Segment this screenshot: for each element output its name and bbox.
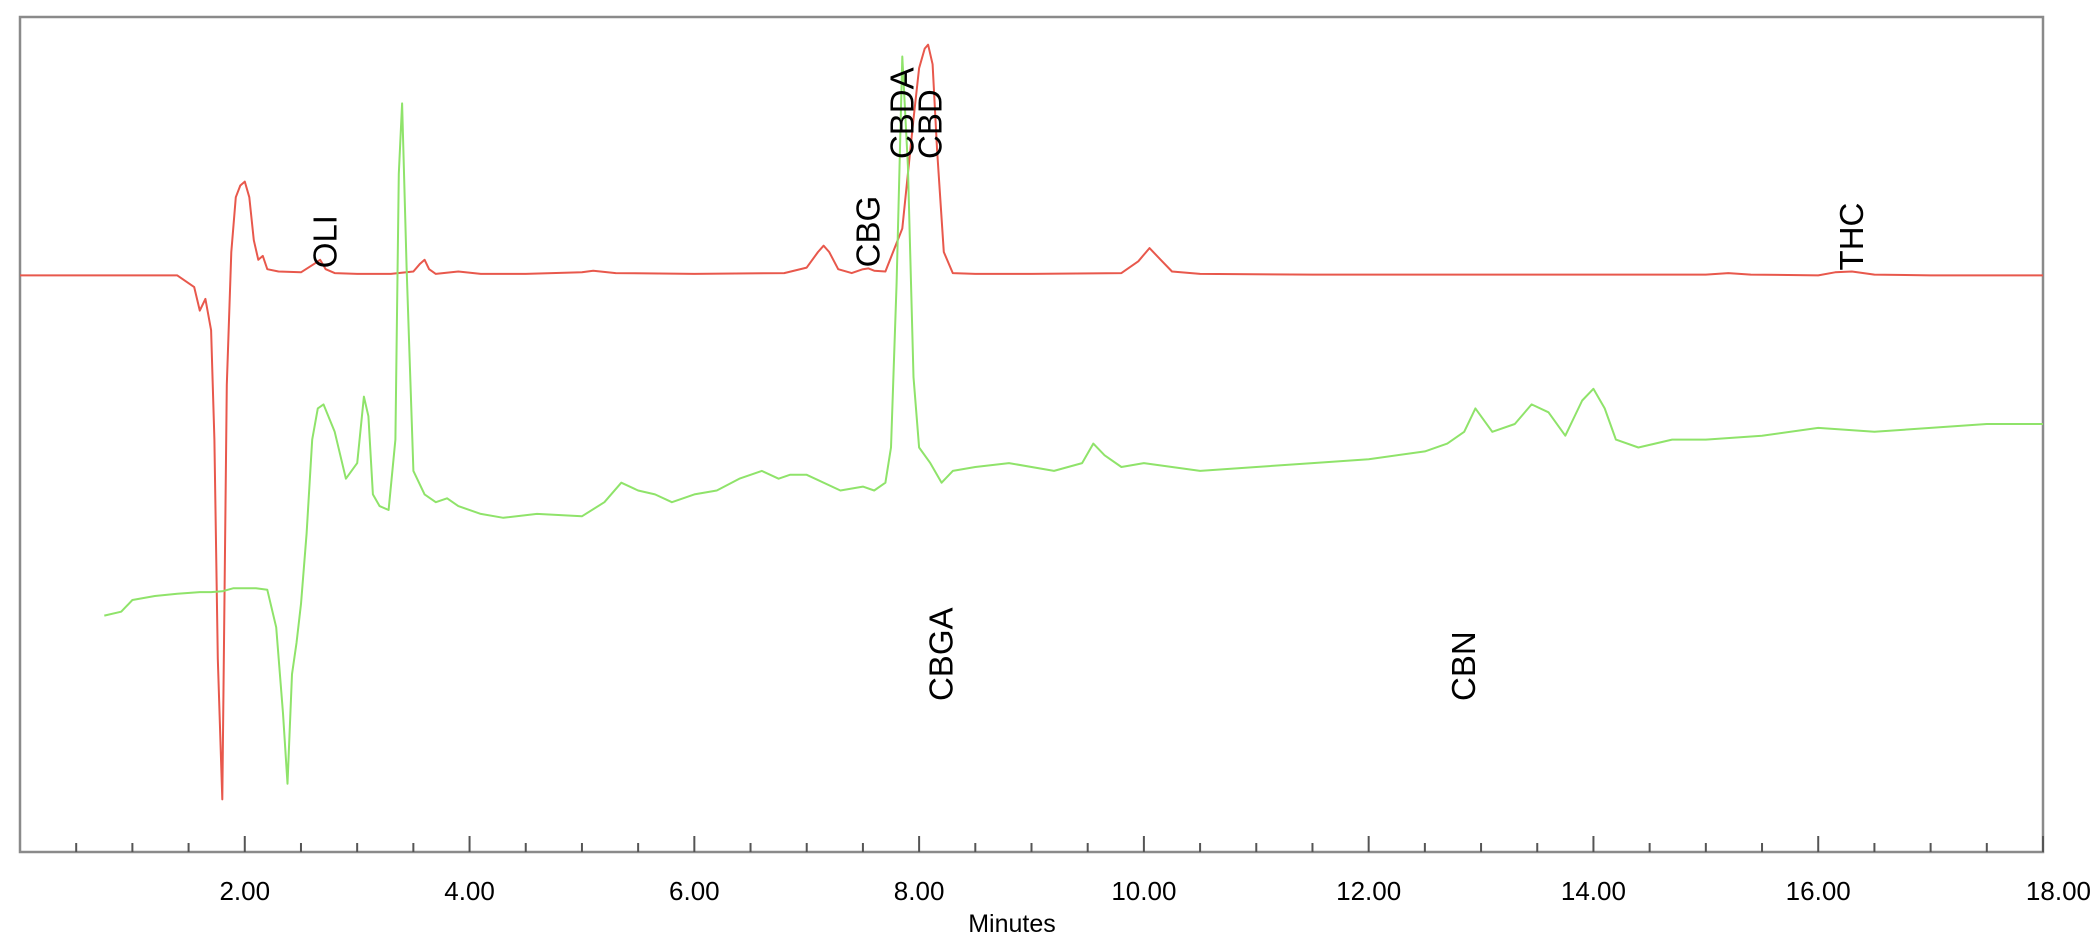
peak-label-cbda: CBDA: [883, 67, 920, 159]
x-axis-ticks: [75, 836, 2044, 852]
peak-label-thc: THC: [1833, 203, 1870, 271]
trace-series-2: [104, 55, 2043, 785]
trace-series-1: [20, 43, 2043, 801]
x-tick-label: 12.00: [1336, 876, 1401, 906]
x-tick-label: 8.00: [894, 876, 945, 906]
peak-label-cbg: CBG: [849, 196, 886, 268]
plot-frame: [18, 15, 2045, 854]
x-tick-label: 6.00: [669, 876, 720, 906]
peak-label-oli: OLI: [307, 215, 344, 268]
peak-label-cbd: CBD: [911, 89, 948, 159]
peak-label-cbga: CBGA: [923, 607, 960, 701]
x-tick-label: 18.00: [2026, 876, 2091, 906]
x-tick-label: 2.00: [219, 876, 270, 906]
peak-label-cbn: CBN: [1445, 631, 1482, 701]
chromatogram-traces: [20, 43, 2043, 801]
x-tick-label: 4.00: [444, 876, 495, 906]
x-tick-label: 14.00: [1561, 876, 1626, 906]
x-axis-title: Minutes: [968, 910, 1056, 938]
x-tick-label: 16.00: [1786, 876, 1851, 906]
x-tick-label: 10.00: [1111, 876, 1176, 906]
x-axis-tick-labels: 2.00 4.00 6.00 8.00 10.00 12.00 14.00 16.00 18.0…: [219, 876, 2091, 906]
